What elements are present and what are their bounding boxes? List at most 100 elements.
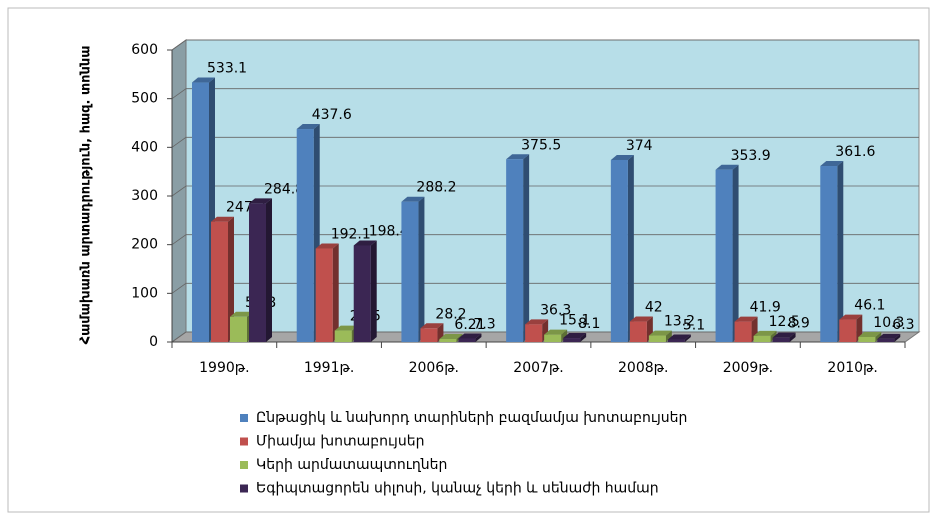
bar [629,321,647,342]
bar-top [629,316,653,322]
data-label: 8.9 [788,316,810,332]
data-label: 6.21 [454,317,485,333]
bar-side [837,161,844,342]
bar-side [875,331,882,342]
bar-top [439,333,463,339]
bar-top [715,164,739,170]
grid-line [171,136,919,148]
bar-top [839,314,863,320]
legend-swatch [240,414,248,422]
bar-side [475,333,482,342]
bar [296,129,314,342]
bar [315,248,333,342]
y-axis-title: Համախառն արտադրություն, հազ. տոննա [79,46,94,345]
data-label: 13.2 [664,314,695,330]
bar [734,321,752,342]
bar-top [192,77,215,83]
bar [820,166,838,342]
x-tick-label: 2008թ. [618,360,668,376]
data-label: 5.1 [683,318,705,334]
bar-top [334,325,358,331]
y-tick-label: 300 [131,188,158,204]
data-label: 288.2 [416,180,456,196]
data-label: 15.1 [559,313,590,329]
bar [525,324,543,342]
grid-line [171,185,919,197]
bar-top [610,154,634,160]
bar-side [418,196,425,342]
legend-swatch [240,484,248,493]
bar [353,245,371,342]
bar-top [315,243,339,249]
bar [249,203,266,342]
bar-side [523,154,530,342]
data-label: 8.1 [578,316,600,332]
bar-top [858,331,882,337]
x-tick-label: 2006թ. [409,360,459,376]
bar-top [877,333,901,339]
x-tick-label: 2009թ. [723,360,773,376]
bar [648,335,666,342]
y-tick-label: 600 [131,42,158,58]
bar [211,221,228,342]
bar-top [230,311,253,317]
bar [544,334,562,342]
bar [753,335,771,342]
bar [458,338,476,342]
bar-top [648,330,672,336]
data-label: 42 [645,300,663,316]
bar-top [420,323,444,329]
bar-side [732,164,739,342]
bar-side [228,216,234,342]
bar [334,330,352,342]
data-label: 437.6 [312,107,352,123]
bar-top [353,240,377,246]
data-label: 12.5 [769,314,800,330]
bar-top [296,124,320,130]
bar-side [789,332,796,342]
bar-side [266,198,272,342]
bar [839,319,857,342]
bar [877,338,895,342]
bar-top [544,329,568,335]
bar-side [894,333,901,342]
bar [192,82,209,343]
grid-line [171,331,919,343]
bar-side [770,330,777,342]
bar [420,328,438,342]
y-tick-label: 200 [131,237,158,253]
bar [715,169,733,342]
bar-side [684,334,691,342]
data-label: 36.3 [540,302,571,318]
data-label: 6.3 [892,317,914,333]
bar-top [458,333,482,339]
bar-top [753,330,777,336]
bar-side [370,240,377,342]
data-label: 28.2 [435,306,466,322]
bar-top [506,154,530,160]
data-label: 353.9 [731,148,771,164]
bar-side [332,243,339,342]
bar [667,339,685,342]
x-tick-label: 1990թ. [199,360,249,376]
bar-top [734,316,758,322]
bar-top [249,198,272,204]
y-tick-label: 400 [131,139,158,155]
bar [563,338,581,342]
grid-line [171,39,919,51]
data-label: 198.4 [369,223,409,239]
data-label: 10.3 [873,315,904,331]
bar [439,338,457,342]
data-label: 533.1 [207,61,247,77]
data-label: 41.9 [750,300,781,316]
data-label: 361.6 [835,144,875,160]
x-tick-label: 1991թ. [304,360,354,376]
y-tick-label: 100 [131,285,158,301]
grid-line [171,282,919,294]
data-label: 375.5 [521,137,561,153]
legend-swatch [240,437,248,446]
bar-side [665,330,672,342]
bar [506,159,524,342]
data-label: 46.1 [854,298,885,314]
